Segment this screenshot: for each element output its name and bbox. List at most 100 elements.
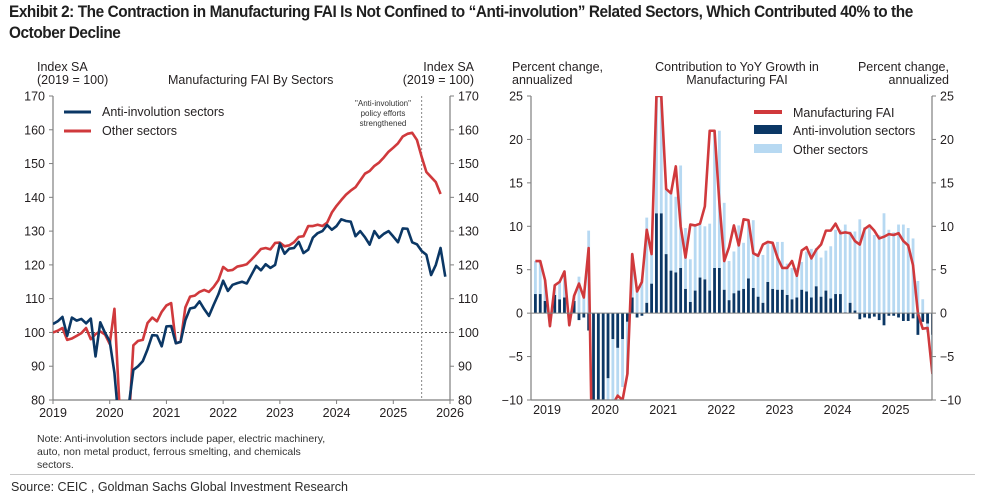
right-y-tick-label: 20 — [509, 133, 523, 147]
left-y-tick-label: 90 — [31, 360, 45, 374]
bar-other-sectors — [664, 188, 668, 255]
bar-other-sectors — [868, 228, 871, 314]
bar-anti-involution — [872, 313, 876, 317]
bar-other-sectors — [834, 229, 837, 295]
bar-other-sectors — [688, 259, 692, 302]
right-x-tick-label: 2021 — [649, 403, 677, 417]
bar-anti-involution — [829, 298, 833, 314]
bar-anti-involution — [877, 313, 881, 321]
bar-anti-involution — [684, 288, 687, 314]
bar-other-sectors — [703, 226, 707, 280]
bar-anti-involution — [621, 313, 624, 340]
bar-other-sectors — [640, 279, 644, 314]
left-y2-tick-label: 90 — [458, 360, 472, 374]
right-y-axis-label-line2: annualized — [512, 73, 573, 87]
left-x-tick-label: 2024 — [323, 406, 351, 420]
bar-anti-involution — [858, 313, 862, 320]
bar-anti-involution — [800, 289, 804, 314]
right-y2-tick-label: 5 — [940, 263, 947, 277]
right-y-tick-label: −5 — [509, 350, 523, 364]
bar-anti-involution — [708, 290, 712, 314]
bar-other-sectors — [669, 193, 673, 271]
bar-other-sectors — [616, 347, 620, 396]
bar-anti-involution — [766, 281, 770, 314]
bar-other-sectors — [795, 267, 799, 298]
bar-anti-involution — [863, 313, 867, 318]
bar-anti-involution — [625, 313, 629, 322]
bar-anti-involution — [616, 313, 620, 348]
bar-anti-involution — [659, 213, 663, 314]
bar-anti-involution — [698, 277, 702, 314]
note-text: Note: Anti-involution sectors include pa… — [37, 433, 326, 471]
bar-anti-involution — [742, 288, 745, 314]
right-x-tick-label: 2020 — [591, 403, 619, 417]
bar-other-sectors — [737, 225, 741, 291]
left-y-tick-label: 110 — [25, 292, 45, 306]
left-x-tick-label: 2020 — [96, 406, 124, 420]
right-y-axis-label-line1: Percent change, — [512, 60, 603, 74]
bar-anti-involution — [805, 291, 808, 314]
right-y2-axis-label-line1: Percent change, — [858, 60, 949, 74]
bar-other-sectors — [892, 232, 896, 314]
bar-anti-involution — [582, 313, 586, 318]
bar-anti-involution — [771, 288, 775, 314]
bar-anti-involution — [679, 267, 683, 314]
bar-other-sectors — [853, 231, 857, 311]
bar-anti-involution — [882, 313, 886, 326]
left-y2-tick-label: 110 — [458, 292, 478, 306]
left-y-tick-label: 120 — [24, 258, 45, 272]
left-y2-axis-label-line2: (2019 = 100) — [403, 73, 474, 87]
right-y-tick-label: 10 — [509, 220, 523, 234]
legend-label-manufacturing-fai: Manufacturing FAI — [793, 106, 894, 120]
bar-other-sectors — [766, 243, 770, 282]
legend-swatch-manufacturing-fai — [754, 110, 782, 114]
bar-anti-involution — [655, 213, 658, 314]
left-y2-tick-label: 120 — [458, 258, 479, 272]
bar-other-sectors — [742, 242, 745, 289]
right-chart-title-line2: Manufacturing FAI — [686, 73, 787, 87]
bar-anti-involution — [747, 278, 750, 314]
bar-anti-involution — [824, 290, 828, 314]
bar-anti-involution — [688, 301, 692, 314]
bar-anti-involution — [795, 297, 799, 314]
bar-other-sectors — [659, 96, 663, 214]
bar-other-sectors — [843, 224, 847, 313]
right-y-tick-label: 5 — [516, 263, 523, 277]
bar-anti-involution — [901, 313, 905, 321]
right-y2-tick-label: 15 — [940, 176, 954, 190]
right-y-tick-label: −10 — [502, 394, 523, 408]
bar-other-sectors — [819, 257, 823, 297]
bar-other-sectors — [693, 224, 697, 291]
left-y-axis-label-line2: (2019 = 100) — [37, 73, 108, 87]
bar-other-sectors — [538, 261, 542, 295]
bar-other-sectors — [785, 263, 789, 295]
left-x-tick-label: 2021 — [153, 406, 181, 420]
left-y-tick-label: 160 — [24, 123, 45, 137]
bar-other-sectors — [577, 276, 581, 314]
bar-anti-involution — [906, 313, 910, 321]
bar-anti-involution — [693, 290, 697, 314]
bar-other-sectors — [756, 253, 760, 297]
bar-other-sectors — [824, 250, 828, 291]
bar-other-sectors — [858, 219, 862, 314]
legend-swatch-anti-involution-bar — [754, 125, 782, 134]
bar-other-sectors — [621, 339, 624, 387]
bar-other-sectors — [805, 251, 808, 292]
bar-anti-involution — [814, 286, 818, 314]
right-y-tick-label: 25 — [509, 90, 523, 104]
bar-anti-involution — [703, 279, 707, 314]
right-chart-title-line1: Contribution to YoY Growth in — [655, 60, 819, 74]
bar-other-sectors — [872, 234, 876, 314]
legend-swatch-other-sectors-bar — [754, 144, 782, 153]
left-x-tick-label: 2019 — [39, 406, 67, 420]
series-line-manufacturing-fai — [535, 96, 932, 400]
bar-other-sectors — [635, 287, 639, 314]
bar-anti-involution — [650, 283, 653, 314]
right-y-tick-label: 15 — [509, 176, 523, 190]
bar-anti-involution — [868, 313, 871, 319]
bar-anti-involution — [596, 313, 600, 400]
bar-other-sectors — [655, 96, 658, 214]
bar-anti-involution — [790, 299, 794, 314]
bar-anti-involution — [713, 267, 716, 314]
right-x-tick-label: 2019 — [533, 403, 561, 417]
